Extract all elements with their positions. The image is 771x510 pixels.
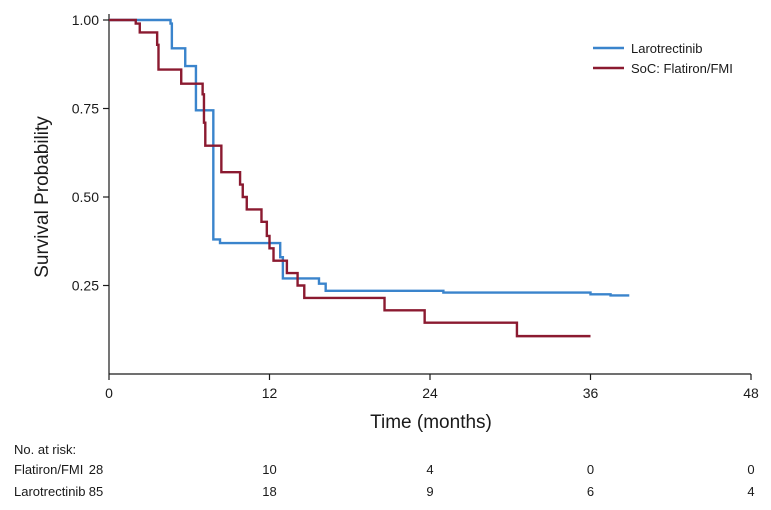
series-line-larotrectinib: [109, 18, 630, 297]
risk-count: 6: [587, 484, 594, 499]
y-tick-label: 0.25: [72, 278, 99, 294]
x-axis-title: Time (months): [370, 412, 492, 433]
risk-count: 9: [426, 484, 433, 499]
series-line-soc-flatiron-fmi: [109, 18, 591, 338]
risk-count: 0: [747, 462, 754, 477]
risk-count: 85: [89, 484, 103, 499]
x-tick-label: 48: [743, 385, 759, 401]
risk-count: 10: [262, 462, 276, 477]
risk-count: 4: [426, 462, 433, 477]
risk-row-label: Flatiron/FMI: [14, 462, 83, 477]
y-tick-label: 0.50: [72, 189, 99, 205]
risk-count: 4: [747, 484, 754, 499]
x-tick-label: 24: [422, 385, 438, 401]
risk-count: 28: [89, 462, 103, 477]
y-tick-label: 0.75: [72, 101, 99, 117]
x-tick-label: 36: [583, 385, 599, 401]
x-tick-label: 12: [262, 385, 278, 401]
legend-label: Larotrectinib: [631, 41, 703, 56]
legend-label: SoC: Flatiron/FMI: [631, 61, 733, 76]
risk-count: 0: [587, 462, 594, 477]
risk-row-label: Larotrectinib: [14, 484, 86, 499]
y-axis-title: Survival Probability: [32, 116, 53, 278]
x-tick-label: 0: [105, 385, 113, 401]
risk-count: 18: [262, 484, 276, 499]
y-tick-label: 1.00: [72, 12, 99, 28]
risk-table-header: No. at risk:: [14, 442, 76, 457]
